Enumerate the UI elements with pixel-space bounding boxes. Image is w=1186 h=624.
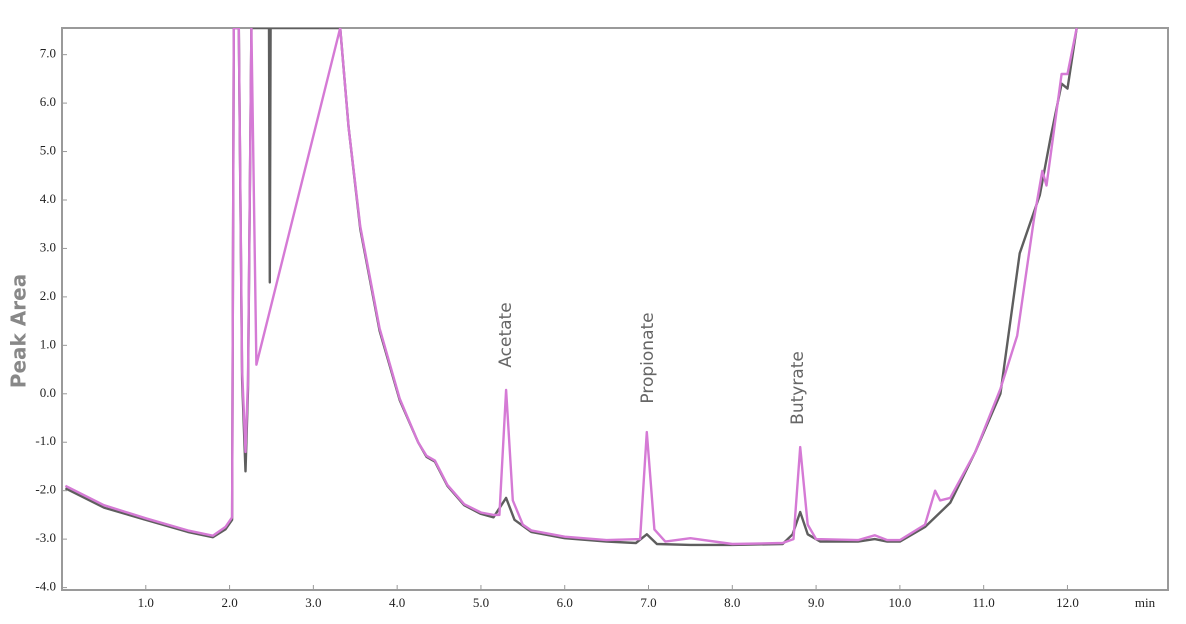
- y-tick-label: -3.0: [35, 530, 56, 545]
- y-tick-label: 4.0: [40, 191, 56, 206]
- y-tick-label: 1.0: [40, 336, 56, 351]
- x-unit-label: min: [1135, 595, 1156, 610]
- x-tick-label: 6.0: [557, 595, 573, 610]
- x-tick-label: 10.0: [889, 595, 912, 610]
- series-group: [64, 28, 1078, 547]
- x-tick-label: 7.0: [640, 595, 656, 610]
- peak-annotation: Acetate: [496, 302, 516, 367]
- y-tick-label: -2.0: [35, 482, 56, 497]
- peak-annotation: Propionate: [638, 312, 658, 403]
- x-tick-label: 9.0: [808, 595, 824, 610]
- plot-frame: [61, 27, 1169, 591]
- y-tick-label: 7.0: [40, 46, 56, 61]
- x-tick-label: 2.0: [221, 595, 237, 610]
- x-tick-label: 8.0: [724, 595, 740, 610]
- x-tick-label: 12.0: [1056, 595, 1079, 610]
- x-tick-label: 1.0: [138, 595, 154, 610]
- y-tick-label: 6.0: [40, 94, 56, 109]
- y-tick-label: 0.0: [40, 385, 56, 400]
- x-tick-label: 5.0: [473, 595, 489, 610]
- y-tick-label: 3.0: [40, 239, 56, 254]
- y-tick-label: -1.0: [35, 433, 56, 448]
- y-tick-label: -4.0: [35, 579, 56, 594]
- series-line: [64, 28, 1078, 546]
- x-tick-label: 3.0: [305, 595, 321, 610]
- y-tick-label: 2.0: [40, 288, 56, 303]
- y-axis-label: Peak Area: [7, 274, 31, 388]
- x-tick-label: 4.0: [389, 595, 405, 610]
- y-tick-label: 5.0: [40, 143, 56, 158]
- peak-annotation: Butyrate: [788, 351, 808, 425]
- x-tick-label: 11.0: [973, 595, 995, 610]
